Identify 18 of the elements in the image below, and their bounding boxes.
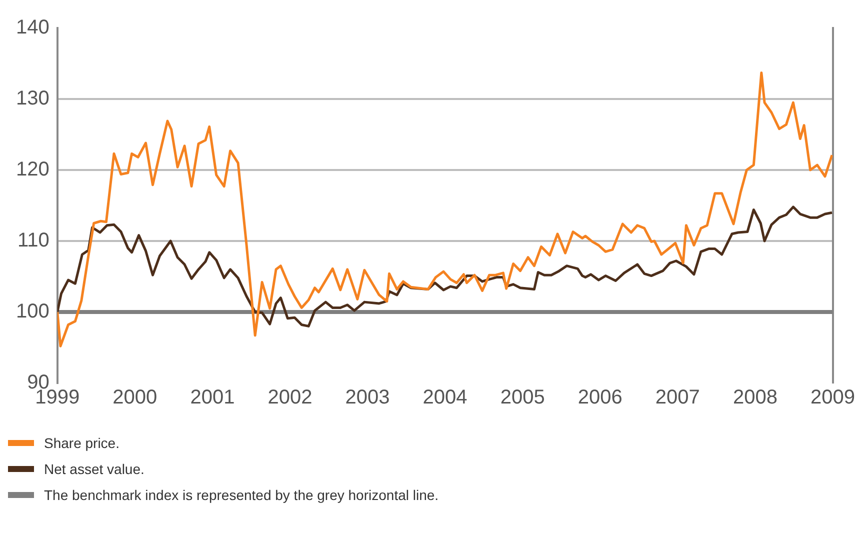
- x-tick-label: 2006: [578, 386, 622, 409]
- y-tick-label: 100: [16, 300, 50, 323]
- x-tick-label: 2000: [112, 386, 158, 409]
- legend-label: Share price.: [44, 435, 120, 451]
- x-tick-label: 2004: [422, 386, 468, 409]
- x-tick-label: 2008: [732, 386, 778, 409]
- x-tick-label: 2002: [268, 386, 312, 409]
- legend-label: The benchmark index is represented by the grey horizontal line.: [44, 487, 439, 503]
- y-tick-label: 130: [16, 88, 50, 110]
- x-tick-label: 2005: [500, 386, 545, 409]
- x-tick-label: 2001: [190, 386, 235, 409]
- y-tick-label: 110: [17, 230, 50, 252]
- x-tick-label: 2007: [655, 386, 700, 409]
- x-tick-label: 2009: [810, 386, 856, 409]
- x-tick-label: 2003: [345, 386, 390, 409]
- legend-label: Net asset value.: [44, 461, 144, 477]
- y-tick-label: 120: [16, 158, 50, 181]
- y-tick-label: 140: [16, 16, 50, 39]
